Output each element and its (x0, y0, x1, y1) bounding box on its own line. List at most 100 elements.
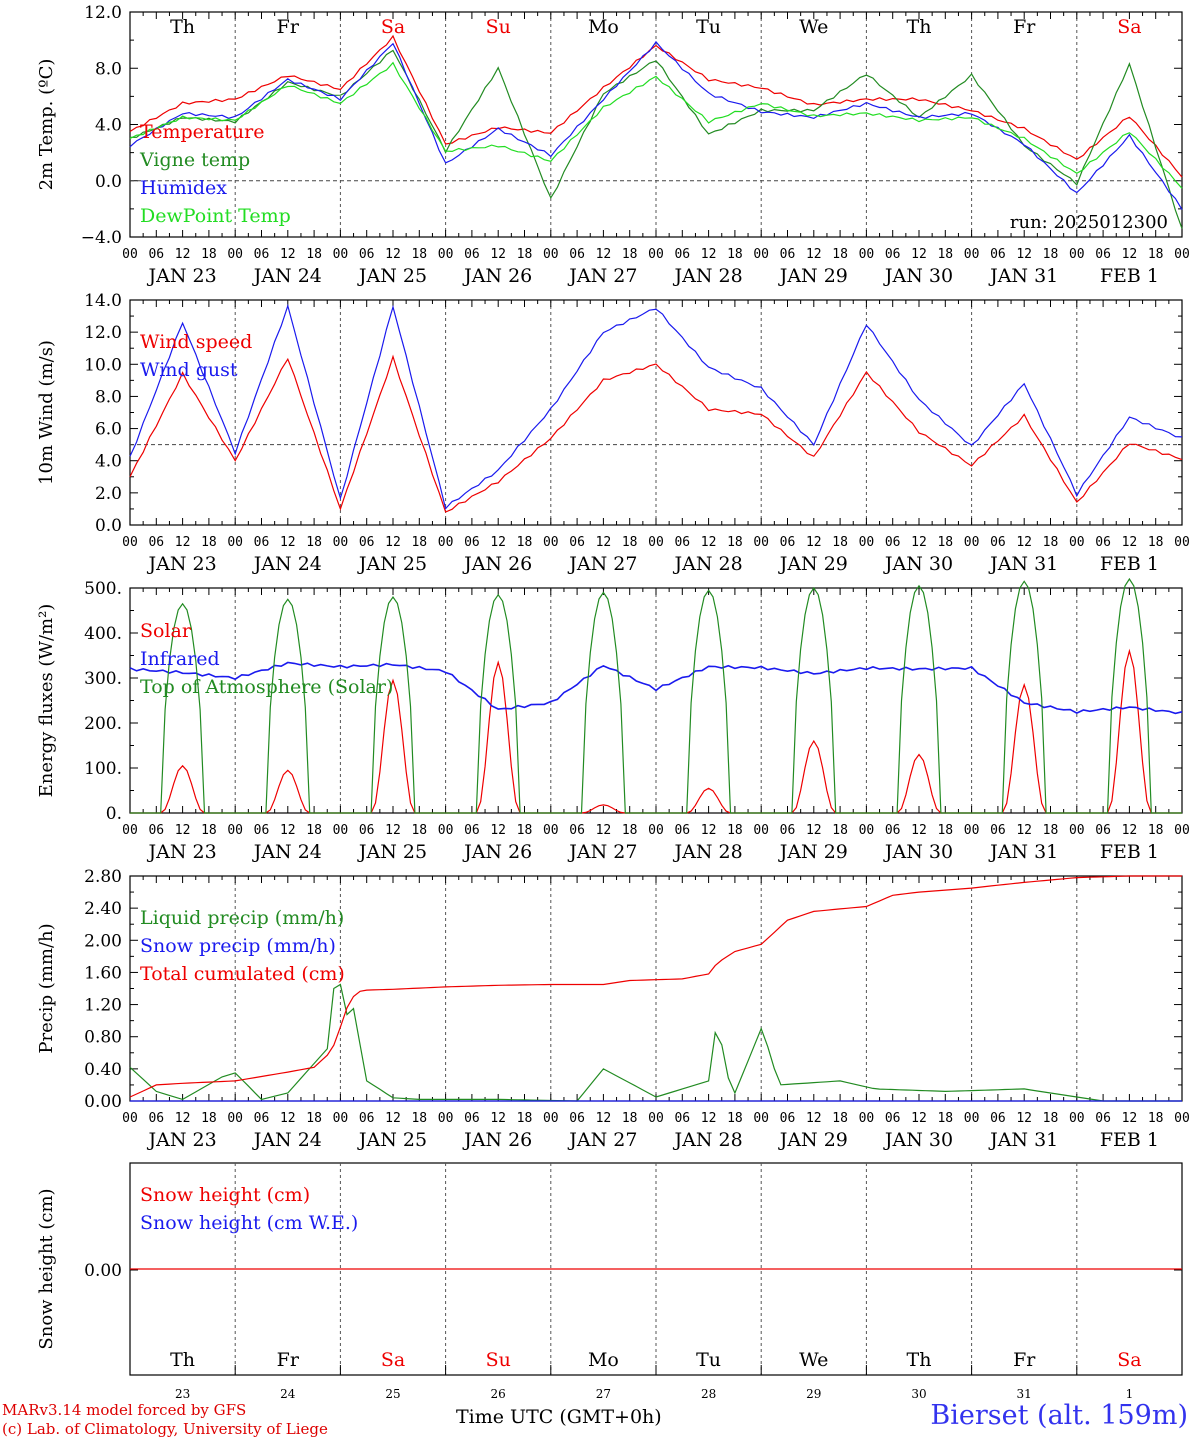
hour-label: 18 (411, 535, 427, 550)
legend-entry: Vigne temp (139, 149, 250, 171)
date-label: JAN 25 (357, 1129, 427, 1151)
hour-label: 06 (359, 823, 375, 838)
date-label: JAN 29 (778, 841, 848, 863)
hour-label: 12 (1016, 247, 1032, 262)
weekday-label: Su (486, 16, 511, 38)
hour-label: 12 (385, 247, 401, 262)
legend-entry: Wind gust (140, 359, 238, 381)
hour-label: 12 (280, 1111, 296, 1126)
hour-label: 06 (780, 247, 796, 262)
hour-label: 12 (1122, 823, 1138, 838)
hour-label: 06 (990, 247, 1006, 262)
weekday-label: Sa (1117, 1349, 1141, 1371)
y-axis-label: 10m Wind (m/s) (36, 340, 57, 485)
series-line (129, 40, 1183, 211)
hour-label: 06 (990, 535, 1006, 550)
hour-label: 00 (964, 823, 980, 838)
y-tick-label: 12.0 (84, 3, 122, 23)
hour-label: 18 (201, 1111, 217, 1126)
hour-label: 12 (1016, 823, 1032, 838)
hour-label: 12 (175, 535, 191, 550)
hour-label: 12 (385, 1111, 401, 1126)
hour-label: 06 (885, 535, 901, 550)
weekday-label: Fr (277, 1349, 300, 1371)
hour-label: 12 (1016, 1111, 1032, 1126)
hour-label: 06 (885, 1111, 901, 1126)
date-number: 23 (175, 1387, 190, 1401)
y-tick-label: 100. (84, 759, 122, 779)
weekday-label: Sa (1117, 16, 1141, 38)
hour-label: 12 (806, 535, 822, 550)
y-tick-label: 6.0 (95, 420, 122, 440)
series-line (129, 875, 1182, 1098)
date-label: JAN 25 (357, 841, 427, 863)
run-label: run: 2025012300 (1010, 212, 1168, 233)
y-tick-label: 1.60 (84, 963, 122, 983)
y-tick-label: 2.40 (84, 899, 122, 919)
y-tick-label: 8.0 (95, 387, 122, 407)
legend-entry: Top of Atmosphere (Solar) (140, 676, 393, 698)
hour-label: 00 (1069, 247, 1085, 262)
weekday-label: Sa (381, 1349, 405, 1371)
hour-label: 12 (596, 1111, 612, 1126)
hour-label: 00 (1174, 247, 1190, 262)
date-label: JAN 23 (147, 841, 217, 863)
weekday-label: Fr (1013, 16, 1036, 38)
hour-label: 00 (122, 823, 138, 838)
legend-entry: Liquid precip (mm/h) (140, 907, 344, 929)
hour-label: 18 (201, 535, 217, 550)
legend-entry: Infrared (140, 648, 220, 670)
date-number: 30 (911, 1387, 926, 1401)
hour-label: 00 (438, 535, 454, 550)
hour-label: 00 (859, 823, 875, 838)
hour-label: 06 (1095, 1111, 1111, 1126)
hour-label: 18 (1148, 535, 1164, 550)
hour-label: 00 (438, 247, 454, 262)
date-label: JAN 28 (673, 265, 743, 287)
hour-label: 00 (1174, 535, 1190, 550)
hour-label: 12 (1122, 1111, 1138, 1126)
hour-label: 00 (1069, 1111, 1085, 1126)
hour-label: 18 (1148, 823, 1164, 838)
hour-label: 00 (1174, 823, 1190, 838)
date-label: JAN 26 (462, 1129, 532, 1151)
hour-label: 18 (832, 535, 848, 550)
date-label: JAN 26 (462, 841, 532, 863)
date-label: JAN 24 (252, 841, 322, 863)
hour-label: 06 (990, 1111, 1006, 1126)
date-number: 26 (491, 1387, 506, 1401)
hour-label: 12 (280, 823, 296, 838)
hour-label: 18 (1043, 1111, 1059, 1126)
date-number: 27 (596, 1387, 611, 1401)
hour-label: 00 (227, 247, 243, 262)
weekday-label: Th (170, 1349, 195, 1371)
date-label: FEB 1 (1100, 265, 1159, 287)
hour-label: 18 (1043, 823, 1059, 838)
hour-label: 00 (1069, 535, 1085, 550)
hour-label: 06 (780, 823, 796, 838)
hour-label: 18 (517, 247, 533, 262)
y-tick-label: 2.00 (84, 931, 122, 951)
date-label: JAN 31 (988, 841, 1058, 863)
hour-label: 12 (175, 1111, 191, 1126)
date-label: JAN 28 (673, 841, 743, 863)
hour-label: 18 (1148, 247, 1164, 262)
hour-label: 12 (596, 247, 612, 262)
hour-label: 06 (569, 1111, 585, 1126)
y-tick-label: −4.0 (81, 228, 122, 248)
hour-label: 00 (753, 823, 769, 838)
hour-label: 00 (859, 535, 875, 550)
hour-label: 12 (385, 535, 401, 550)
date-label: FEB 1 (1100, 1129, 1159, 1151)
hour-label: 12 (911, 535, 927, 550)
hour-label: 12 (1122, 247, 1138, 262)
hour-label: 18 (1043, 535, 1059, 550)
hour-label: 00 (227, 1111, 243, 1126)
hour-label: 06 (990, 823, 1006, 838)
date-label: JAN 30 (883, 265, 953, 287)
hour-label: 06 (1095, 535, 1111, 550)
hour-label: 06 (148, 535, 164, 550)
lab-credit: (c) Lab. of Climatology, University of L… (2, 1420, 328, 1438)
hour-label: 00 (964, 535, 980, 550)
hour-label: 06 (148, 1111, 164, 1126)
